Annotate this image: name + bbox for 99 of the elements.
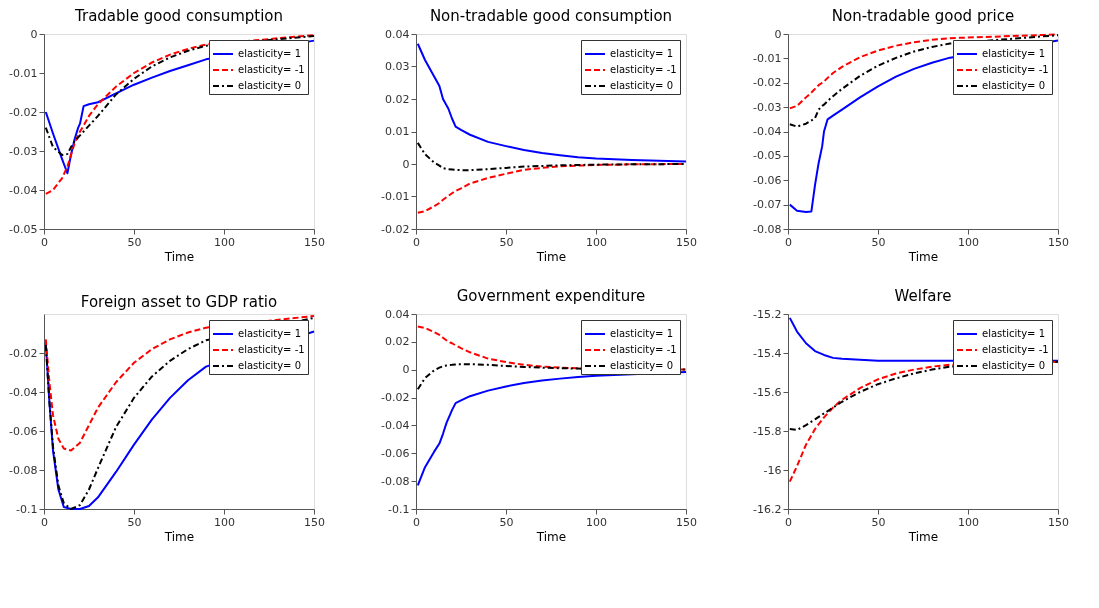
chart-title: Welfare [894,287,952,305]
legend-label: elasticity= -1 [238,344,305,355]
y-tick-label: -0.05 [753,149,782,163]
y-tick-label: -0.04 [381,418,410,432]
y-tick-label: -0.08 [9,463,38,477]
line-series [416,42,687,163]
x-tick-label: 0 [785,235,792,249]
y-tick-label: 0.03 [385,60,410,73]
chart-title: Non-tradable good consumption [429,7,673,25]
y-tick-label: 0.04 [385,27,410,41]
x-tick-label: 0 [785,515,792,529]
legend-label: elasticity= 0 [610,80,674,91]
legend-label: elasticity= -1 [982,64,1049,75]
line-series [788,34,1059,128]
x-axis-title: Time [907,529,939,544]
legend-label: elasticity= -1 [982,344,1049,355]
y-tick-label: -15.8 [753,424,782,438]
y-tick-label: -0.02 [753,76,782,90]
y-tick-label: -15.4 [753,346,782,360]
y-tick-label: -0.01 [381,190,410,203]
x-tick-label: 0 [41,515,48,529]
legend-label: elasticity= -1 [610,64,677,75]
y-tick-label: -16 [763,463,782,477]
y-tick-label: -0.06 [9,424,38,438]
x-axis-title: Time [163,249,195,264]
legend-label: elasticity= 1 [238,48,302,59]
y-tick-label: -0.06 [381,446,410,460]
x-tick-label: 0 [413,235,420,249]
legend-label: elasticity= 1 [982,328,1046,339]
x-tick-label: 150 [304,515,325,529]
legend-label: elasticity= 0 [982,80,1046,91]
legend-label: elasticity= -1 [238,64,305,75]
y-tick-label: 0.02 [385,92,410,106]
y-tick-label: 0.01 [385,125,410,138]
x-tick-label: 100 [958,235,979,249]
x-tick-label: 100 [586,515,607,529]
chart-title: Tradable good consumption [73,7,284,25]
y-tick-label: -0.02 [381,391,410,405]
x-tick-label: 150 [1048,515,1069,529]
y-tick-label: -0.05 [9,222,38,236]
legend-label: elasticity= 0 [610,360,674,371]
legend-label: elasticity= 0 [238,360,302,371]
y-tick-label: -0.08 [753,222,782,236]
x-axis-title: Time [907,249,939,264]
x-axis-title: Time [163,529,195,544]
y-tick-label: -0.07 [753,198,782,212]
x-tick-label: 150 [1048,235,1069,249]
y-tick-label: 0.04 [385,307,410,321]
y-tick-label: -16.2 [753,502,782,516]
legend-label: elasticity= 0 [238,80,302,91]
x-tick-label: 50 [127,235,142,249]
y-tick-label: -0.06 [753,173,782,187]
y-tick-label: -0.03 [9,144,38,158]
y-tick-label: 0 [774,27,782,41]
x-tick-label: 50 [871,515,886,529]
x-tick-label: 50 [499,235,514,249]
x-tick-label: 100 [214,515,235,529]
x-tick-label: 50 [127,515,142,529]
legend-label: elasticity= -1 [610,344,677,355]
line-series [44,34,315,195]
x-tick-label: 150 [304,235,325,249]
legend-label: elasticity= 1 [238,328,302,339]
y-tick-label: -0.01 [753,51,782,65]
x-tick-label: 100 [958,515,979,529]
y-tick-label: -0.04 [9,385,38,399]
x-tick-label: 150 [676,235,697,249]
legend-label: elasticity= 1 [610,48,674,59]
x-tick-label: 100 [586,235,607,249]
chart-title: Government expenditure [456,287,646,305]
x-tick-label: 100 [214,235,235,249]
y-tick-label: 0.02 [385,335,410,349]
x-tick-label: 50 [499,515,514,529]
y-tick-label: -0.08 [381,474,410,488]
x-axis-title: Time [535,529,567,544]
y-tick-label: -0.04 [9,183,38,197]
y-tick-label: -0.01 [9,66,38,80]
legend-label: elasticity= 1 [982,48,1046,59]
line-series [416,163,687,214]
y-tick-label: -0.02 [9,346,38,360]
y-tick-label: 0 [402,363,410,377]
y-tick-label: -0.1 [16,502,38,516]
x-axis-title: Time [535,249,567,264]
legend-label: elasticity= 1 [610,328,674,339]
y-tick-label: -0.02 [9,105,38,119]
y-tick-label: -0.02 [381,222,410,236]
x-tick-label: 150 [676,515,697,529]
y-tick-label: -15.2 [753,307,782,321]
x-tick-label: 0 [41,235,48,249]
x-tick-label: 0 [413,515,420,529]
y-tick-label: 0 [30,27,38,41]
y-tick-label: -0.03 [753,100,782,114]
chart-title: Non-tradable good price [831,7,1015,25]
y-tick-label: -15.6 [753,385,782,399]
y-tick-label: -0.1 [388,502,410,516]
y-tick-label: -0.04 [753,125,782,138]
y-tick-label: 0 [402,157,410,171]
legend-label: elasticity= 0 [982,360,1046,371]
x-tick-label: 50 [871,235,886,249]
chart-title: Foreign asset to GDP ratio [80,293,278,311]
